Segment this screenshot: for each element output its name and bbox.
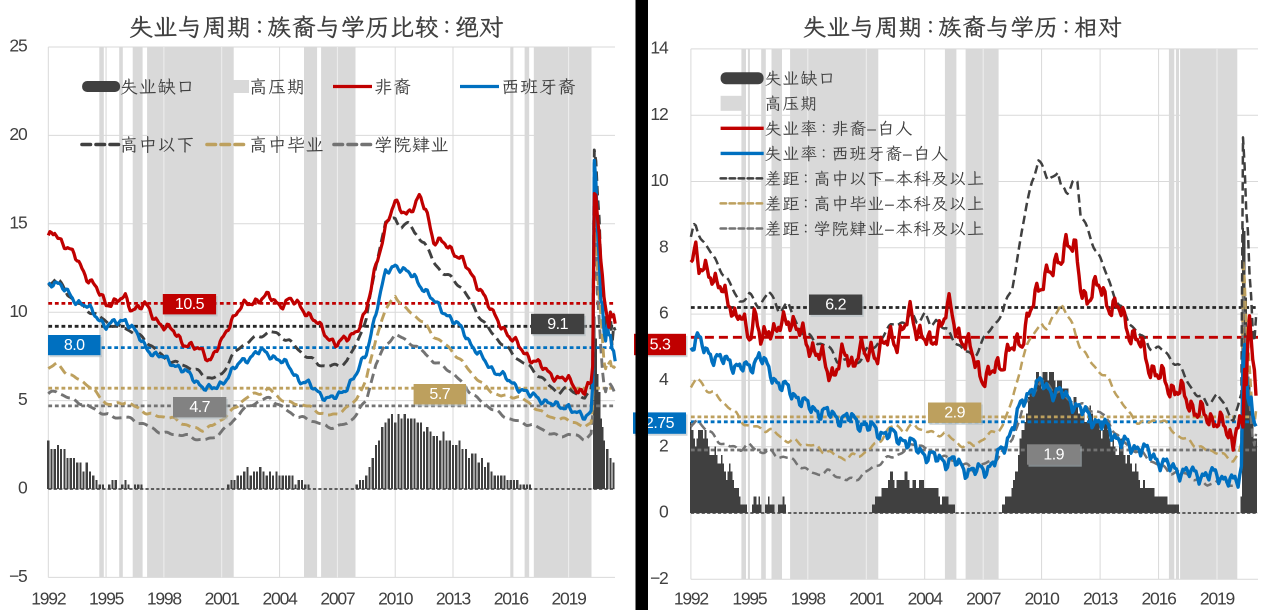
svg-text:1998: 1998 (147, 589, 182, 609)
svg-text:0: 0 (659, 502, 669, 522)
svg-text:2: 2 (659, 435, 668, 455)
svg-text:8.0: 8.0 (64, 337, 85, 354)
svg-text:2013: 2013 (436, 589, 471, 609)
svg-text:−5: −5 (9, 566, 27, 586)
svg-text:12: 12 (650, 104, 668, 124)
svg-text:1998: 1998 (791, 589, 826, 609)
svg-text:2019: 2019 (1200, 589, 1235, 609)
svg-text:2016: 2016 (1142, 589, 1177, 609)
svg-text:25: 25 (9, 36, 27, 56)
svg-text:2013: 2013 (1083, 589, 1118, 609)
svg-text:2019: 2019 (552, 589, 587, 609)
svg-text:2016: 2016 (494, 589, 529, 609)
svg-text:1992: 1992 (674, 589, 709, 609)
svg-text:15: 15 (9, 212, 27, 232)
svg-text:14: 14 (650, 38, 669, 58)
svg-text:9.1: 9.1 (547, 316, 568, 333)
svg-text:2007: 2007 (966, 589, 1001, 609)
svg-text:2001: 2001 (205, 589, 240, 609)
svg-text:5.7: 5.7 (429, 386, 450, 403)
svg-text:10: 10 (650, 170, 669, 190)
svg-text:2010: 2010 (378, 589, 414, 609)
svg-text:10.5: 10.5 (175, 296, 205, 313)
svg-text:1.9: 1.9 (1043, 447, 1064, 464)
svg-text:4: 4 (659, 369, 669, 389)
svg-text:2.75: 2.75 (645, 415, 675, 432)
svg-text:4.7: 4.7 (189, 399, 210, 416)
svg-text:2010: 2010 (1025, 589, 1061, 609)
svg-text:2004: 2004 (263, 589, 299, 609)
svg-text:6.2: 6.2 (825, 297, 846, 314)
svg-text:1992: 1992 (31, 589, 66, 609)
svg-text:5: 5 (18, 389, 27, 409)
svg-text:1995: 1995 (89, 589, 124, 609)
svg-text:10: 10 (9, 301, 28, 321)
svg-text:8: 8 (659, 236, 668, 256)
svg-text:20: 20 (9, 124, 28, 144)
svg-text:2001: 2001 (849, 589, 884, 609)
svg-text:2004: 2004 (908, 589, 944, 609)
svg-text:2007: 2007 (320, 589, 355, 609)
svg-text:2.9: 2.9 (944, 405, 965, 422)
svg-text:1995: 1995 (732, 589, 767, 609)
svg-text:6: 6 (659, 303, 668, 323)
svg-text:0: 0 (18, 478, 28, 498)
svg-text:−2: −2 (650, 568, 668, 588)
svg-text:5.3: 5.3 (650, 337, 671, 354)
